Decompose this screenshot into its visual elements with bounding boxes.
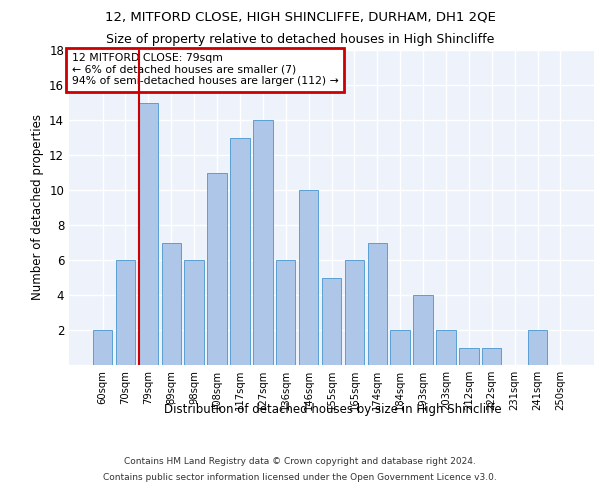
Text: Contains public sector information licensed under the Open Government Licence v3: Contains public sector information licen… [103,472,497,482]
Bar [528,330,547,365]
Bar [368,242,387,365]
Text: Size of property relative to detached houses in High Shincliffe: Size of property relative to detached ho… [106,32,494,46]
Text: 12, MITFORD CLOSE, HIGH SHINCLIFFE, DURHAM, DH1 2QE: 12, MITFORD CLOSE, HIGH SHINCLIFFE, DURH… [104,10,496,23]
Bar [253,120,272,365]
Bar [322,278,341,365]
Bar [413,295,433,365]
Text: Contains HM Land Registry data © Crown copyright and database right 2024.: Contains HM Land Registry data © Crown c… [124,458,476,466]
Bar [161,242,181,365]
Text: 12 MITFORD CLOSE: 79sqm
← 6% of detached houses are smaller (7)
94% of semi-deta: 12 MITFORD CLOSE: 79sqm ← 6% of detached… [71,53,338,86]
Text: Distribution of detached houses by size in High Shincliffe: Distribution of detached houses by size … [164,402,502,415]
Bar [299,190,319,365]
Y-axis label: Number of detached properties: Number of detached properties [31,114,44,300]
Bar [93,330,112,365]
Bar [276,260,295,365]
Bar [208,172,227,365]
Bar [436,330,455,365]
Bar [116,260,135,365]
Bar [391,330,410,365]
Bar [459,348,479,365]
Bar [184,260,204,365]
Bar [139,102,158,365]
Bar [230,138,250,365]
Bar [344,260,364,365]
Bar [482,348,502,365]
